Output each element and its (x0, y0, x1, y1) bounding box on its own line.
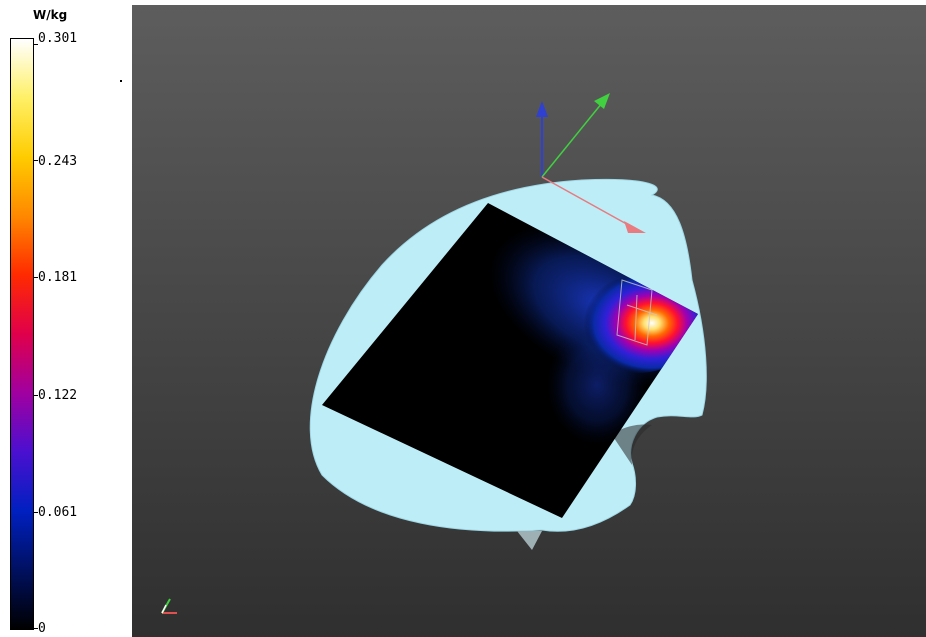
tick-label: 0.122 (38, 389, 77, 403)
tick-label: 0.181 (38, 271, 77, 285)
phantom-stand (517, 531, 542, 550)
tick-label: 0.243 (38, 155, 77, 169)
corner-axes-icon (162, 599, 177, 613)
3d-viewport[interactable] (132, 5, 926, 637)
tick-label-max: 0.301 (38, 32, 77, 46)
sar-colorbar (10, 38, 34, 630)
stray-dot (120, 80, 122, 82)
sar-legend: W/kg 0.301 0.243 0.181 0.122 0.061 0 (0, 0, 132, 637)
tick-label-min: 0 (38, 622, 46, 636)
legend-unit-label: W/kg (33, 8, 67, 22)
scene-canvas (132, 5, 926, 637)
tick-label: 0.061 (38, 506, 77, 520)
